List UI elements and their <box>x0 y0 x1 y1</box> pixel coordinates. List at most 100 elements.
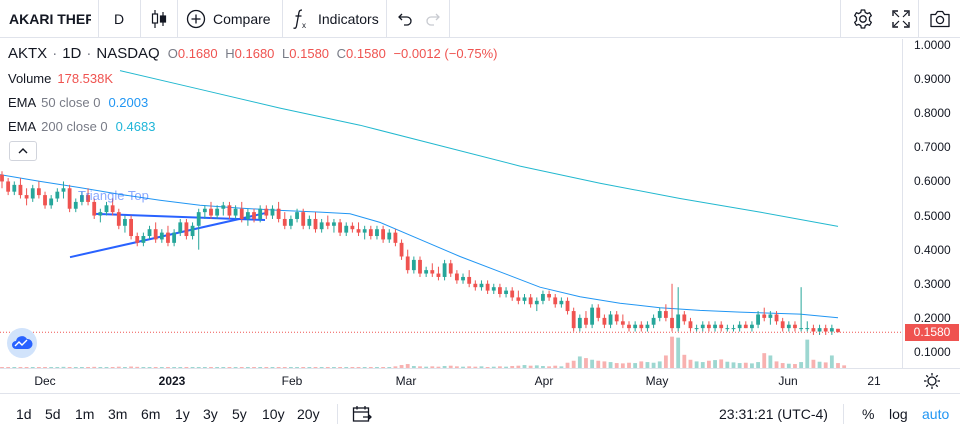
legend-ema200[interactable]: EMA 200 close 0 0.4683 <box>8 119 155 134</box>
range-button-5y[interactable]: 5y <box>232 406 247 422</box>
volume-bar <box>590 359 595 368</box>
legend-volume[interactable]: Volume 178.538K <box>8 71 113 86</box>
volume-bar <box>276 367 281 368</box>
candle <box>387 229 392 243</box>
axis-settings-button[interactable] <box>922 371 942 391</box>
candle <box>49 195 54 209</box>
compare-button[interactable]: Compare <box>186 0 271 38</box>
toolbar-divider <box>140 0 141 38</box>
snapshot-button[interactable] <box>928 0 952 38</box>
candle <box>258 205 263 223</box>
time-tick-label: Feb <box>281 374 303 388</box>
legend-ema50[interactable]: EMA 50 close 0 0.2003 <box>8 95 148 110</box>
legend-series[interactable]: AKTX · 1D · NASDAQ O0.1680 H0.1680 L0.15… <box>8 45 498 62</box>
time-tick-label: Dec <box>34 374 56 388</box>
range-button-3y[interactable]: 3y <box>203 406 218 422</box>
volume-bar <box>842 365 847 368</box>
candle <box>221 201 226 216</box>
volume-bar <box>110 367 115 368</box>
candle <box>135 232 140 247</box>
clock-timezone[interactable]: 23:31:21 (UTC-4) <box>719 406 828 422</box>
candle <box>6 178 11 196</box>
volume-bar <box>522 365 527 368</box>
volume-bar <box>786 363 791 368</box>
indicators-button[interactable]: x Indicators <box>292 0 379 38</box>
symbol-search-button[interactable]: AKARI THERAPEUTICS <box>9 0 91 38</box>
percent-scale-button[interactable]: % <box>862 406 875 422</box>
volume-bar <box>805 339 810 368</box>
candle <box>614 311 619 325</box>
top-toolbar: AKARI THERAPEUTICS D Compare x Indicator… <box>0 0 960 38</box>
auto-scale-button[interactable]: auto <box>922 406 950 422</box>
fullscreen-button[interactable] <box>890 0 912 38</box>
time-tick-label: 2023 <box>158 374 186 388</box>
volume-bar <box>682 354 687 368</box>
legend-collapse-button[interactable] <box>9 141 37 161</box>
range-button-1y[interactable]: 1y <box>175 406 190 422</box>
pattern-trendline[interactable] <box>94 212 266 221</box>
volume-bar <box>633 363 638 368</box>
chart-type-button[interactable] <box>150 0 168 38</box>
price-chart[interactable]: Triangle Top <box>0 39 902 368</box>
volume-bar <box>381 367 386 368</box>
tradingview-logo[interactable] <box>7 328 37 358</box>
volume-bar <box>559 366 564 368</box>
candle <box>700 321 705 332</box>
range-button-20y[interactable]: 20y <box>297 406 320 422</box>
candle <box>411 256 416 274</box>
candle <box>245 208 250 226</box>
candle <box>190 222 195 240</box>
candle <box>485 280 490 295</box>
settings-button[interactable] <box>851 0 875 38</box>
range-button-3m[interactable]: 3m <box>108 406 128 422</box>
candle <box>731 324 736 332</box>
volume-bar <box>289 367 293 368</box>
volume-bar <box>577 356 582 368</box>
interval-button[interactable]: D <box>114 0 124 38</box>
undo-button[interactable] <box>396 0 414 38</box>
symbol-name: AKARI THERAPEUTICS <box>9 11 91 27</box>
ema-lines <box>0 70 839 319</box>
candle <box>657 307 662 322</box>
price-axis[interactable]: 1.0000 0.9000 0.8000 0.7000 0.6000 0.5000 0.40… <box>902 38 960 369</box>
range-button-6m[interactable]: 6m <box>141 406 161 422</box>
time-tick-label: Mar <box>395 374 417 388</box>
candle <box>528 294 533 308</box>
volume-bar <box>356 367 361 368</box>
candle <box>270 205 275 219</box>
pattern-label[interactable]: Triangle Top <box>78 188 149 203</box>
volume-bar <box>153 367 158 368</box>
volume-bar <box>762 353 767 368</box>
volume-bar <box>534 365 539 368</box>
toolbar-divider <box>386 0 387 38</box>
volume-bar <box>565 362 570 368</box>
candle <box>184 218 189 240</box>
candle <box>737 321 742 332</box>
range-button-5d[interactable]: 5d <box>45 406 61 422</box>
toolbar-divider <box>918 0 919 38</box>
volume-bar <box>620 363 625 368</box>
volume-bar <box>780 363 785 368</box>
candle <box>153 222 158 243</box>
volume-bar <box>86 367 90 368</box>
candle <box>571 307 576 332</box>
log-scale-button[interactable]: log <box>889 406 908 422</box>
date-range-button[interactable] <box>352 405 372 423</box>
time-axis[interactable]: Dec 2023 Feb Mar Apr May Jun 21 <box>0 368 960 392</box>
legend-dot: · <box>52 45 58 62</box>
candle <box>393 229 398 247</box>
range-button-1m[interactable]: 1m <box>75 406 95 422</box>
undo-icon <box>398 13 412 26</box>
candle <box>461 273 465 284</box>
candle <box>436 266 441 281</box>
range-button-10y[interactable]: 10y <box>262 406 285 422</box>
cloud-chart-icon <box>12 336 33 349</box>
volume-bar <box>405 364 410 368</box>
volume-bar <box>799 362 804 368</box>
chevron-up-icon <box>18 148 28 154</box>
redo-button[interactable] <box>424 0 442 38</box>
volume-bar <box>467 366 472 368</box>
range-button-1d[interactable]: 1d <box>16 406 32 422</box>
candle <box>522 294 527 305</box>
volume-bar <box>6 367 11 368</box>
